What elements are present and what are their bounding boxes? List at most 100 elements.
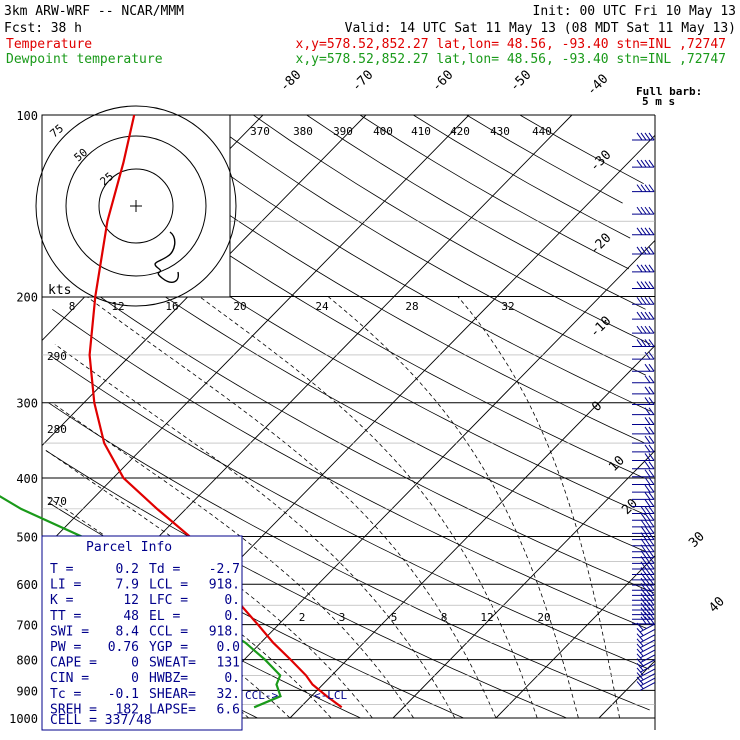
parcel-label-right: CCL = — [149, 624, 188, 639]
barb-flag — [640, 296, 647, 305]
isotherm-line — [598, 660, 656, 719]
parcel-label-right: Td = — [149, 562, 180, 577]
wind-barb — [636, 672, 656, 682]
wind-barb — [632, 532, 655, 541]
dry-adiabat — [359, 114, 629, 270]
barb-flag — [648, 311, 655, 320]
parcel-value-left: 0 — [131, 656, 139, 671]
barb-flag — [636, 311, 643, 320]
barb-staff — [639, 677, 656, 687]
isotherm-line — [186, 240, 656, 719]
barb-flag — [640, 281, 647, 289]
barb-flag — [648, 484, 655, 493]
wind-barb — [632, 386, 655, 395]
legend-temperature-info: x,y=578.52,852.27 lat,lon= 48.56, -93.40… — [296, 37, 726, 52]
barb-flag — [644, 246, 651, 255]
barb-flag — [644, 453, 651, 461]
dry-adiabat — [52, 308, 647, 629]
wind-barb — [632, 526, 655, 534]
barb-flag — [648, 206, 655, 215]
barb-flag — [648, 375, 655, 384]
barb-flag — [648, 339, 655, 347]
parcel-value-right: 0. — [224, 609, 240, 624]
parcel-label-left: CAPE = — [50, 656, 97, 671]
fcst-label: Fcst: — [4, 21, 43, 36]
barb-flag — [644, 612, 651, 620]
wind-barb — [632, 281, 655, 290]
hodograph-ring — [35, 105, 237, 307]
isotherm-label: 10 — [606, 453, 628, 475]
parcel-cell: CELL = 337/48 — [50, 713, 152, 728]
mixing-ratio-label: 3 — [339, 611, 346, 624]
wind-barb — [632, 602, 655, 611]
isotherm-line — [289, 345, 656, 719]
barb-flag — [644, 311, 651, 320]
dry-adiabat — [253, 114, 651, 345]
parcel-value-right: 918. — [209, 624, 240, 639]
barb-flag — [644, 363, 651, 372]
wind-barb — [632, 492, 655, 500]
barb-staff — [639, 649, 656, 659]
barb-flag — [648, 593, 655, 601]
barb-flag — [644, 296, 651, 305]
parcel-value-right: 131 — [217, 656, 240, 671]
barb-flag — [644, 492, 651, 500]
parcel-label-left: T = — [50, 562, 74, 577]
barb-flag — [640, 311, 647, 320]
wind-barb — [632, 538, 655, 547]
moist-adiabat — [327, 296, 579, 719]
barb-flag — [644, 607, 651, 615]
barb-flag — [648, 602, 655, 611]
barb-flag — [636, 653, 644, 662]
mixing-ratio-label: 8 — [69, 300, 76, 313]
mixing-ratio-label: 24 — [315, 300, 329, 313]
barb-flag — [648, 397, 655, 405]
kts-label: kts — [48, 283, 71, 298]
wind-barb — [636, 622, 656, 633]
barb-flag — [648, 461, 655, 470]
barb-flag — [648, 132, 655, 141]
barb-flag — [636, 246, 643, 255]
wind-barb — [632, 206, 655, 215]
barb-flag — [636, 206, 643, 215]
barb-flag — [644, 407, 651, 415]
barb-flag — [648, 567, 655, 575]
wind-barb — [632, 296, 655, 305]
barb-staff — [639, 668, 656, 678]
parcel-value-left: 48 — [123, 609, 139, 624]
barb-flag — [636, 227, 643, 236]
pressure-tick-label: 500 — [16, 530, 38, 544]
barb-flag — [648, 588, 655, 596]
barb-flag — [640, 519, 647, 528]
barb-flag — [648, 325, 655, 334]
legend-dewpoint: Dewpoint temperature — [6, 52, 163, 67]
barb-flag — [644, 397, 651, 405]
barb-flag — [648, 582, 655, 591]
parcel-label-right: YGP = — [149, 640, 188, 655]
barb-flag — [636, 676, 644, 685]
parcel-label-right: LFC = — [149, 593, 188, 608]
barb-flag — [644, 506, 651, 514]
theta-label: 390 — [333, 125, 353, 138]
barb-staff — [639, 634, 656, 644]
wind-barb — [632, 512, 655, 521]
barb-flag — [636, 184, 643, 192]
parcel-value-right: 0. — [224, 671, 240, 686]
barb-staff — [639, 659, 656, 669]
barb-flag — [644, 499, 651, 507]
lcl-marker: <-LCL — [314, 689, 347, 702]
barb-flag — [648, 477, 655, 485]
parcel-value-left: 0.2 — [116, 562, 139, 577]
dry-adiabat — [519, 114, 644, 185]
mixing-ratio-label: 32 — [501, 300, 514, 313]
barb-flag — [636, 325, 643, 334]
barb-flag — [648, 544, 655, 553]
theta-label: 420 — [450, 125, 470, 138]
dry-adiabat — [466, 114, 623, 204]
dry-adiabat — [49, 354, 650, 670]
barb-flag — [648, 469, 655, 478]
mixing-ratio-label: 2 — [299, 611, 306, 624]
init-time: Init: 00 UTC Fri 10 May 13 — [533, 4, 737, 19]
dry-adiabat — [45, 450, 567, 719]
